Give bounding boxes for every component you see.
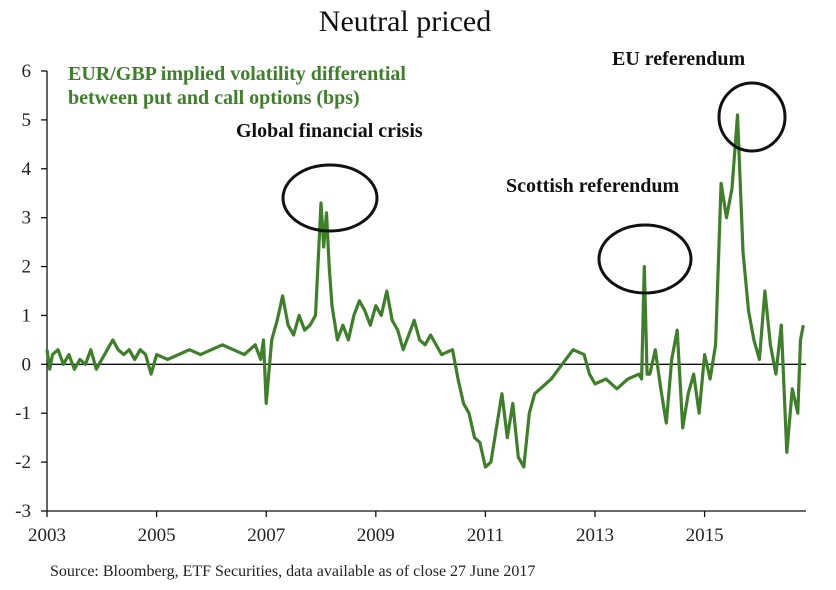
annotation-label-gfc: Global financial crisis — [236, 120, 423, 142]
y-tick-label: 6 — [22, 61, 32, 82]
x-axis: 2003 2005 2007 2009 2011 2013 2015 — [28, 510, 806, 546]
annotation-circle-scottish — [597, 223, 693, 295]
annotation-label-scottish: Scottish referendum — [506, 175, 679, 197]
legend-line-1: EUR/GBP implied volatility differential — [68, 63, 406, 85]
y-tick-label: 1 — [22, 305, 32, 326]
annotations: Global financial crisis Scottish referen… — [236, 48, 787, 295]
y-axis: -3 -2 -1 0 1 2 3 4 5 6 — [15, 61, 48, 522]
x-tick-label: 2003 — [28, 525, 66, 546]
y-tick-label: 2 — [22, 257, 32, 278]
y-tick-label: -3 — [15, 501, 31, 522]
y-tick-label: -1 — [15, 403, 31, 424]
x-tick-label: 2009 — [357, 525, 395, 546]
x-tick-label: 2007 — [247, 525, 285, 546]
x-tick-label: 2013 — [576, 525, 614, 546]
y-tick-label: 0 — [22, 354, 32, 375]
chart-title: Neutral priced — [319, 5, 491, 38]
y-tick-label: 5 — [22, 110, 32, 131]
x-tick-label: 2005 — [138, 525, 176, 546]
y-tick-label: 4 — [22, 159, 32, 180]
y-tick-label: 3 — [22, 208, 32, 229]
annotation-circle-gfc — [281, 163, 379, 233]
y-tick-label: -2 — [15, 452, 31, 473]
x-tick-label: 2015 — [686, 525, 724, 546]
annotation-label-eu: EU referendum — [612, 48, 745, 70]
annotation-circle-eu — [717, 81, 787, 153]
x-tick-label: 2011 — [467, 525, 504, 546]
series-line — [45, 113, 805, 469]
source-note: Source: Bloomberg, ETF Securities, data … — [50, 563, 535, 580]
legend-line-2: between put and call options (bps) — [68, 87, 360, 109]
